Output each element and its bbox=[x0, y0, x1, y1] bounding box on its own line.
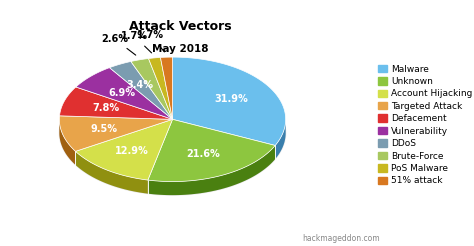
Polygon shape bbox=[60, 87, 173, 119]
Polygon shape bbox=[148, 58, 173, 119]
Text: 7.8%: 7.8% bbox=[92, 103, 119, 113]
Text: May 2018: May 2018 bbox=[152, 44, 209, 54]
Text: 3.4%: 3.4% bbox=[127, 80, 154, 90]
Polygon shape bbox=[173, 57, 286, 145]
Legend: Malware, Unknown, Account Hijacking, Targeted Attack, Defacement, Vulnerability,: Malware, Unknown, Account Hijacking, Tar… bbox=[374, 61, 474, 189]
Polygon shape bbox=[109, 62, 173, 119]
Polygon shape bbox=[148, 145, 275, 195]
Polygon shape bbox=[275, 121, 286, 159]
Polygon shape bbox=[59, 116, 173, 151]
Text: Attack Vectors: Attack Vectors bbox=[129, 20, 231, 33]
Polygon shape bbox=[75, 151, 148, 194]
Polygon shape bbox=[75, 119, 173, 180]
Ellipse shape bbox=[59, 71, 286, 195]
Polygon shape bbox=[59, 120, 75, 165]
Text: 12.9%: 12.9% bbox=[115, 146, 148, 156]
Text: 1.7%: 1.7% bbox=[137, 31, 164, 52]
Text: 9.5%: 9.5% bbox=[91, 123, 118, 134]
Polygon shape bbox=[76, 68, 173, 119]
Text: 21.6%: 21.6% bbox=[187, 149, 220, 159]
Polygon shape bbox=[131, 59, 173, 119]
Text: hackmageddon.com: hackmageddon.com bbox=[302, 234, 380, 243]
Text: 1.7%: 1.7% bbox=[121, 31, 152, 53]
Text: 2.6%: 2.6% bbox=[101, 34, 136, 55]
Text: 6.9%: 6.9% bbox=[109, 88, 135, 98]
Polygon shape bbox=[161, 57, 173, 119]
Text: 31.9%: 31.9% bbox=[215, 93, 248, 104]
Polygon shape bbox=[148, 119, 275, 182]
